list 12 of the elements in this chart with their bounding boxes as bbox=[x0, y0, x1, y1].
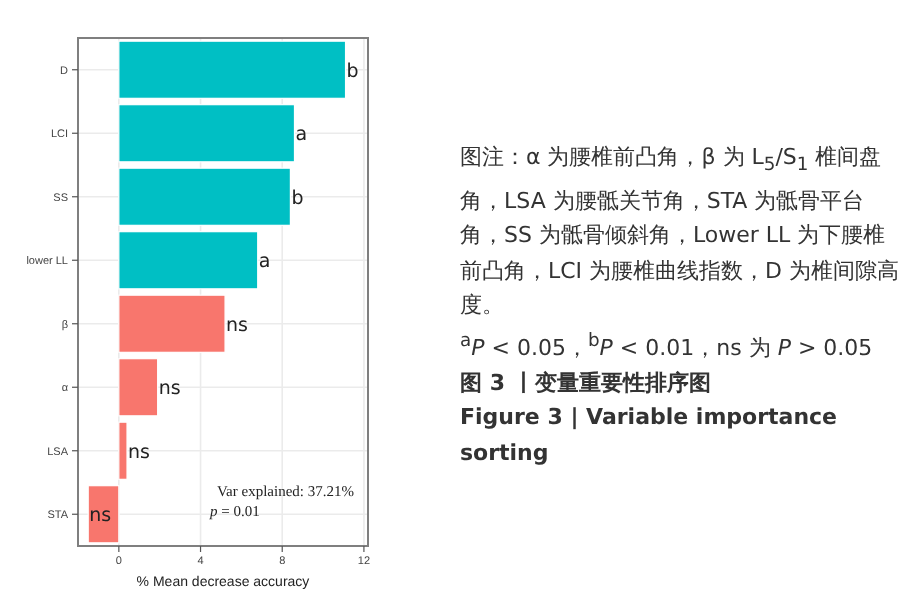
data-label: ns bbox=[128, 441, 151, 464]
data-label: a bbox=[295, 124, 308, 147]
data-label: a bbox=[258, 251, 271, 274]
data-label: b bbox=[346, 60, 359, 83]
data-label: ns bbox=[158, 378, 181, 401]
data-label: ns bbox=[89, 505, 112, 528]
text: $^{a}$P < 0.05，$^{b}$P < 0.01，ns 为 P > 0.05 bbox=[460, 327, 875, 365]
text: Figure 3 | Variable importance sorting bbox=[460, 402, 840, 470]
text: 图 3 丨变量重要性排序图 bbox=[460, 367, 713, 400]
text: 图注：α 为腰椎前凸角，β 为 L$_{5}$/S$_{1}$ 椎间盘角，LSA 为腰骶关节角，STA 为骶骨平台角，SS 为骶骨倾斜角，Lower LL 为下腰椎前凸角，LCI 为腰椎曲线指数，D 为椎间隙高度。 bbox=[460, 144, 900, 319]
data-label: ns bbox=[226, 314, 249, 337]
data-label: b bbox=[291, 187, 304, 210]
